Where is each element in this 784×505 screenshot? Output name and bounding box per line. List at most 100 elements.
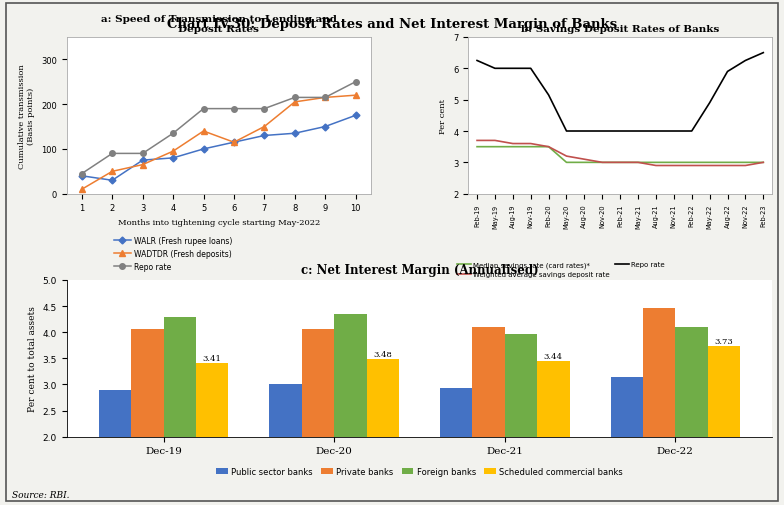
- WADTDR (Fresh deposits): [351, 93, 361, 99]
- Repo rate: [472, 58, 481, 64]
- Weighted average savings deposit rate: [741, 163, 750, 169]
- Repo rate: [508, 66, 517, 72]
- Repo rate: [741, 58, 750, 64]
- WALR (Fresh rupee loans): [290, 131, 299, 137]
- Bar: [675, 327, 708, 505]
- WALR (Fresh rupee loans): [107, 178, 117, 184]
- Repo rate: [229, 107, 238, 113]
- Repo rate: [544, 93, 554, 99]
- Repo rate: [759, 50, 768, 57]
- Median savings rate (card rates)*: [687, 160, 696, 166]
- Median savings rate (card rates)*: [472, 144, 481, 150]
- Bar: [537, 362, 569, 505]
- Weighted average savings deposit rate: [759, 160, 768, 166]
- Repo rate: [351, 80, 361, 86]
- Median savings rate (card rates)*: [526, 144, 535, 150]
- Median savings rate (card rates)*: [615, 160, 625, 166]
- Legend: Public sector banks, Private banks, Foreign banks, Scheduled commercial banks: Public sector banks, Private banks, Fore…: [212, 464, 626, 480]
- WADTDR (Fresh deposits): [107, 169, 117, 175]
- WALR (Fresh rupee loans): [229, 140, 238, 146]
- Weighted average savings deposit rate: [562, 154, 572, 160]
- Weighted average savings deposit rate: [615, 160, 625, 166]
- Line: Repo rate: Repo rate: [477, 54, 764, 132]
- Repo rate: [723, 69, 732, 75]
- Legend: Median savings rate (card rates)*, Weighted average savings deposit rate, Repo r: Median savings rate (card rates)*, Weigh…: [454, 259, 668, 281]
- Weighted average savings deposit rate: [490, 138, 499, 144]
- Bar: [270, 385, 302, 505]
- Y-axis label: Cumulative transmission
(Basis points): Cumulative transmission (Basis points): [18, 64, 35, 168]
- Repo rate: [687, 129, 696, 135]
- Bar: [334, 314, 367, 505]
- Bar: [164, 317, 196, 505]
- Median savings rate (card rates)*: [652, 160, 661, 166]
- Median savings rate (card rates)*: [544, 144, 554, 150]
- Weighted average savings deposit rate: [669, 163, 678, 169]
- X-axis label: Months into tightening cycle starting May-2022: Months into tightening cycle starting Ma…: [118, 219, 320, 227]
- Text: 3.44: 3.44: [544, 352, 563, 361]
- Text: 3.73: 3.73: [714, 337, 733, 345]
- Repo rate: [669, 129, 678, 135]
- Text: Source: RBI.: Source: RBI.: [12, 490, 69, 499]
- Weighted average savings deposit rate: [508, 141, 517, 147]
- WADTDR (Fresh deposits): [199, 129, 209, 135]
- WALR (Fresh rupee loans): [199, 146, 209, 153]
- Bar: [440, 388, 472, 505]
- Repo rate: [321, 95, 330, 101]
- Bar: [99, 390, 131, 505]
- Y-axis label: Per cent: Per cent: [440, 98, 448, 133]
- Median savings rate (card rates)*: [579, 160, 589, 166]
- Line: Weighted average savings deposit rate: Weighted average savings deposit rate: [477, 141, 764, 166]
- Repo rate: [597, 129, 607, 135]
- Weighted average savings deposit rate: [633, 160, 643, 166]
- Title: a: Speed of Transmission to Lending and
Deposit Rates: a: Speed of Transmission to Lending and …: [101, 15, 336, 34]
- Repo rate: [579, 129, 589, 135]
- Repo rate: [633, 129, 643, 135]
- Median savings rate (card rates)*: [741, 160, 750, 166]
- Median savings rate (card rates)*: [562, 160, 572, 166]
- Repo rate: [652, 129, 661, 135]
- Weighted average savings deposit rate: [579, 157, 589, 163]
- Text: 3.48: 3.48: [373, 350, 392, 359]
- Repo rate: [260, 107, 269, 113]
- Bar: [472, 327, 505, 505]
- Line: WADTDR (Fresh deposits): WADTDR (Fresh deposits): [79, 93, 358, 192]
- Bar: [708, 346, 740, 505]
- Weighted average savings deposit rate: [544, 144, 554, 150]
- Weighted average savings deposit rate: [597, 160, 607, 166]
- Weighted average savings deposit rate: [705, 163, 714, 169]
- Bar: [367, 360, 399, 505]
- Repo rate: [199, 107, 209, 113]
- Title: c: Net Interest Margin (Annualised): c: Net Interest Margin (Annualised): [300, 264, 539, 276]
- Title: b: Savings Deposit Rates of Banks: b: Savings Deposit Rates of Banks: [521, 25, 719, 34]
- WALR (Fresh rupee loans): [260, 133, 269, 139]
- Repo rate: [615, 129, 625, 135]
- Bar: [611, 377, 643, 505]
- Text: Chart IV.30: Deposit Rates and Net Interest Margin of Banks: Chart IV.30: Deposit Rates and Net Inter…: [167, 18, 617, 31]
- Line: WALR (Fresh rupee loans): WALR (Fresh rupee loans): [79, 114, 358, 183]
- Repo rate: [169, 131, 178, 137]
- Text: *: Based on card rates of domestic banks.: *: Based on card rates of domestic banks…: [468, 300, 621, 309]
- WALR (Fresh rupee loans): [351, 113, 361, 119]
- Repo rate: [290, 95, 299, 101]
- WADTDR (Fresh deposits): [138, 162, 147, 168]
- Weighted average savings deposit rate: [723, 163, 732, 169]
- Y-axis label: Per cent to total assets: Per cent to total assets: [28, 306, 37, 412]
- Repo rate: [705, 100, 714, 107]
- WALR (Fresh rupee loans): [77, 173, 86, 179]
- WADTDR (Fresh deposits): [229, 140, 238, 146]
- Median savings rate (card rates)*: [759, 160, 768, 166]
- Repo rate: [77, 171, 86, 177]
- Bar: [196, 363, 228, 505]
- Median savings rate (card rates)*: [597, 160, 607, 166]
- Bar: [643, 309, 675, 505]
- WALR (Fresh rupee loans): [169, 156, 178, 162]
- WALR (Fresh rupee loans): [321, 124, 330, 130]
- Weighted average savings deposit rate: [526, 141, 535, 147]
- Median savings rate (card rates)*: [705, 160, 714, 166]
- WALR (Fresh rupee loans): [138, 158, 147, 164]
- Bar: [131, 329, 164, 505]
- Median savings rate (card rates)*: [723, 160, 732, 166]
- Line: Repo rate: Repo rate: [79, 80, 358, 177]
- WADTDR (Fresh deposits): [77, 187, 86, 193]
- Legend: WALR (Fresh rupee loans), WADTDR (Fresh deposits), Repo rate: WALR (Fresh rupee loans), WADTDR (Fresh …: [111, 233, 235, 274]
